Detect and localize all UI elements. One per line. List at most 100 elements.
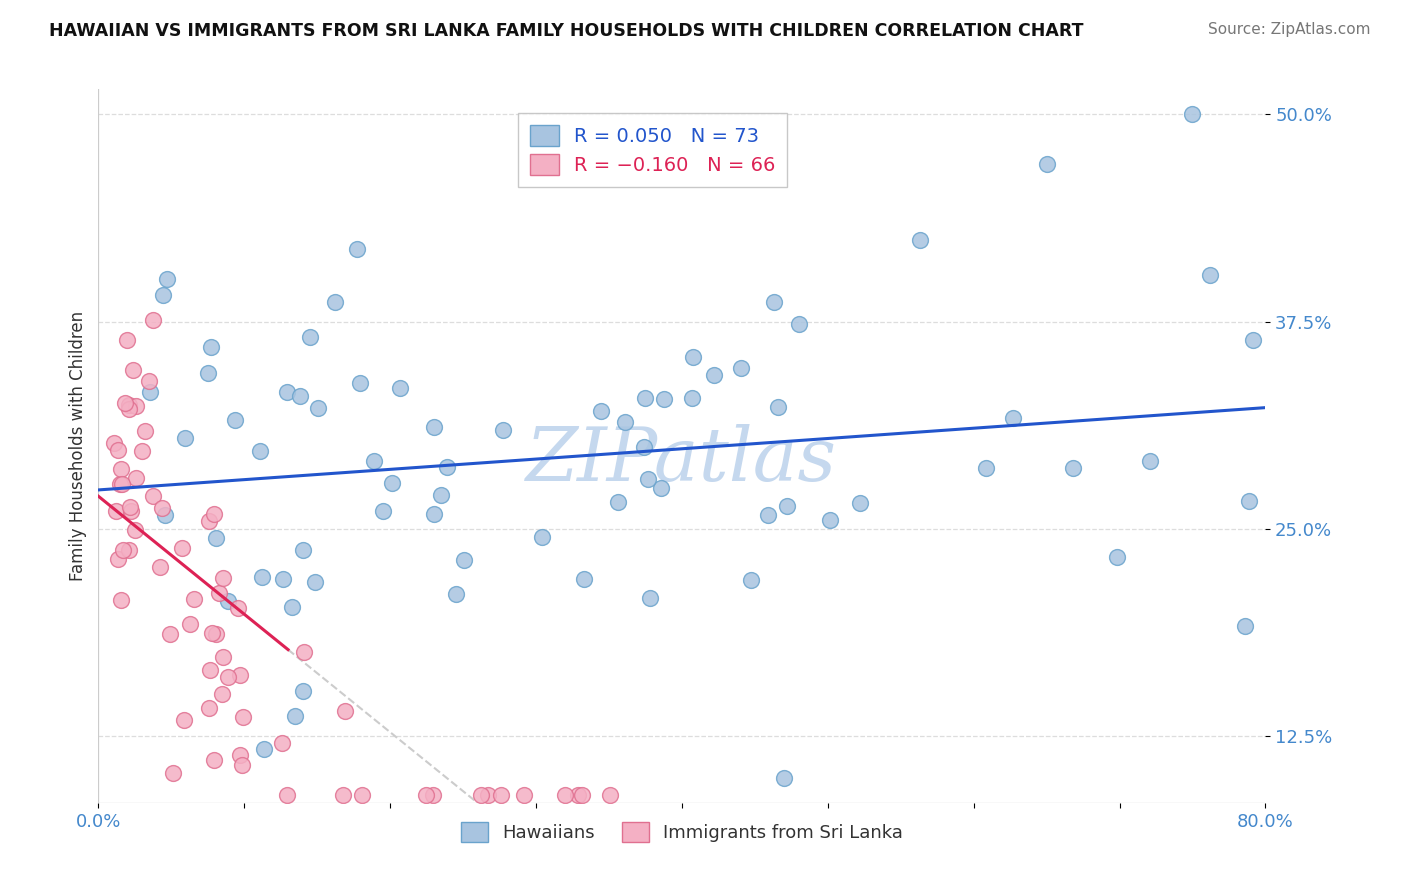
Point — [103, 436, 125, 450]
Point — [118, 398, 141, 412]
Point — [138, 375, 160, 389]
Point — [211, 687, 233, 701]
Point — [491, 788, 513, 802]
Text: ZIPatlas: ZIPatlas — [526, 424, 838, 497]
Point — [111, 477, 134, 491]
Point — [217, 670, 239, 684]
Point — [162, 765, 184, 780]
Point — [304, 574, 326, 589]
Point — [212, 571, 235, 585]
Point — [115, 333, 138, 347]
Point — [224, 413, 246, 427]
Point — [1035, 157, 1057, 171]
Point — [155, 508, 177, 522]
Point — [381, 476, 404, 491]
Point — [139, 385, 162, 400]
Y-axis label: Family Households with Children: Family Households with Children — [69, 311, 87, 581]
Point — [470, 788, 492, 802]
Point — [633, 440, 655, 454]
Point — [204, 627, 226, 641]
Point — [1062, 461, 1084, 475]
Point — [346, 243, 368, 257]
Point — [281, 600, 304, 615]
Point — [423, 507, 446, 521]
Point — [156, 272, 179, 286]
Point — [211, 650, 233, 665]
Point — [179, 617, 201, 632]
Point — [117, 543, 139, 558]
Point — [1181, 107, 1204, 121]
Point — [299, 330, 322, 344]
Text: Source: ZipAtlas.com: Source: ZipAtlas.com — [1208, 22, 1371, 37]
Point — [228, 747, 250, 762]
Point — [333, 704, 356, 718]
Point — [652, 392, 675, 406]
Point — [567, 788, 589, 802]
Point — [152, 287, 174, 301]
Point — [1105, 549, 1128, 564]
Point — [110, 593, 132, 607]
Point — [124, 523, 146, 537]
Point — [776, 499, 799, 513]
Point — [650, 481, 672, 495]
Point — [159, 626, 181, 640]
Point — [202, 507, 225, 521]
Point — [118, 500, 141, 514]
Point — [634, 392, 657, 406]
Point — [232, 710, 254, 724]
Point — [198, 514, 221, 528]
Point — [730, 360, 752, 375]
Point — [682, 350, 704, 364]
Text: HAWAIIAN VS IMMIGRANTS FROM SRI LANKA FAMILY HOUSEHOLDS WITH CHILDREN CORRELATIO: HAWAIIAN VS IMMIGRANTS FROM SRI LANKA FA… — [49, 22, 1084, 40]
Legend: Hawaiians, Immigrants from Sri Lanka: Hawaiians, Immigrants from Sri Lanka — [451, 813, 912, 851]
Point — [229, 668, 252, 682]
Point — [150, 501, 173, 516]
Point — [197, 701, 219, 715]
Point — [208, 585, 231, 599]
Point — [174, 431, 197, 445]
Point — [105, 504, 128, 518]
Point — [231, 757, 253, 772]
Point — [323, 294, 346, 309]
Point — [789, 317, 811, 331]
Point — [197, 366, 219, 380]
Point — [818, 513, 841, 527]
Point — [589, 404, 612, 418]
Point — [1139, 454, 1161, 468]
Point — [226, 601, 249, 615]
Point — [271, 573, 294, 587]
Point — [477, 788, 499, 802]
Point — [363, 453, 385, 467]
Point — [1237, 493, 1260, 508]
Point — [201, 626, 224, 640]
Point — [908, 233, 931, 247]
Point — [415, 788, 437, 802]
Point — [1241, 333, 1264, 347]
Point — [637, 472, 659, 486]
Point — [332, 788, 354, 802]
Point — [121, 362, 143, 376]
Point — [571, 788, 593, 802]
Point — [142, 489, 165, 503]
Point — [599, 788, 621, 802]
Point — [740, 573, 762, 587]
Point — [703, 368, 725, 382]
Point — [131, 444, 153, 458]
Point — [198, 663, 221, 677]
Point — [108, 476, 131, 491]
Point — [276, 788, 298, 802]
Point — [276, 385, 298, 400]
Point — [253, 741, 276, 756]
Point — [149, 560, 172, 574]
Point — [453, 553, 475, 567]
Point — [371, 503, 394, 517]
Point — [554, 788, 576, 802]
Point — [288, 389, 311, 403]
Point — [107, 552, 129, 566]
Point — [444, 587, 467, 601]
Point — [270, 736, 292, 750]
Point — [173, 713, 195, 727]
Point — [217, 594, 239, 608]
Point — [389, 381, 412, 395]
Point — [681, 391, 703, 405]
